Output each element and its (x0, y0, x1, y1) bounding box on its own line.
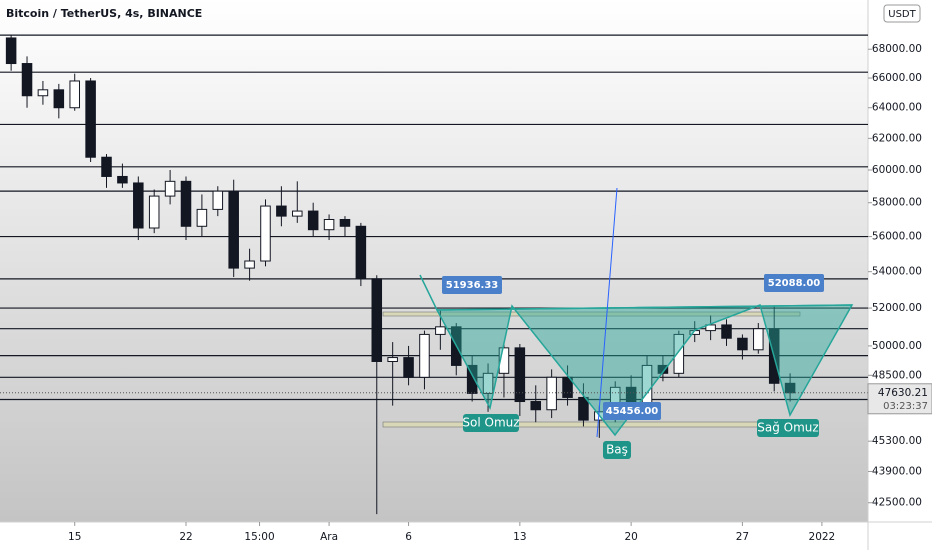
x-tick-label: 20 (624, 531, 637, 543)
candle-body (419, 333, 430, 378)
trend-line (596, 187, 618, 438)
candle-body (530, 401, 542, 411)
candle-body (578, 396, 589, 421)
candle-body (21, 63, 33, 97)
candle-body (307, 210, 319, 231)
candle-body (37, 89, 49, 97)
pattern-label: Sağ Omuz (757, 421, 818, 435)
candle-body (133, 182, 144, 229)
pattern-edge (419, 274, 438, 311)
y-tick-label: 56000.00 (872, 231, 922, 243)
candle-body (435, 326, 446, 335)
candle-body (482, 372, 494, 394)
currency: USDT (888, 9, 916, 20)
plot-background (0, 0, 868, 522)
candle-body (387, 357, 398, 362)
y-tick-label: 64000.00 (872, 102, 922, 114)
y-tick-label: 58000.00 (872, 197, 922, 209)
neckline (436, 304, 853, 311)
y-tick-label: 68000.00 (872, 43, 922, 55)
candle-body (323, 218, 335, 231)
candle-body (355, 225, 367, 280)
x-tick-label: 22 (179, 531, 192, 543)
candle-body (498, 347, 510, 374)
candle-body (466, 364, 478, 394)
pattern-label-box (757, 419, 819, 437)
price-annotation-box (603, 402, 661, 420)
candle-body (85, 80, 96, 158)
candle-body (721, 324, 732, 339)
y-tick-label: 60000.00 (872, 164, 922, 176)
candle-body (101, 156, 112, 177)
candle-body (212, 190, 224, 210)
candle-body (737, 337, 748, 351)
candle-body (244, 260, 255, 269)
pattern-label: Sol Omuz (462, 416, 519, 430)
candle-body (196, 208, 208, 227)
candle-body (180, 180, 192, 227)
x-tick-label: Ara (320, 531, 338, 543)
candle-body (673, 333, 685, 374)
zone-band (382, 421, 761, 428)
x-tick-label: 2022 (809, 531, 836, 543)
candle-body (5, 37, 17, 65)
candle-body (514, 347, 526, 403)
candle-body (403, 357, 414, 378)
head-shoulders-pattern (435, 304, 854, 437)
candle-body (53, 89, 65, 109)
candle-body (228, 190, 239, 269)
pattern-label-box (603, 441, 631, 459)
y-tick-label: 54000.00 (872, 266, 922, 278)
candle-body (148, 195, 160, 229)
y-tick-label: 52000.00 (872, 302, 922, 314)
price-annotation: 52088.00 (768, 278, 821, 289)
price-annotation: 45456.00 (606, 406, 659, 417)
candle-body (260, 205, 271, 262)
pattern-label: Baş (606, 443, 628, 457)
y-tick-label: 62000.00 (872, 132, 922, 144)
y-tick-label: 66000.00 (872, 72, 922, 84)
time-axis (0, 522, 868, 550)
candle-body (546, 376, 557, 411)
candle-body (69, 80, 80, 109)
price-annotation-box (764, 274, 824, 292)
x-tick-label: 6 (405, 531, 412, 543)
chart-title: Bitcoin / TetherUS, 4s, BINANCE (6, 7, 202, 20)
y-tick-label: 45300.00 (872, 435, 922, 447)
pattern-label-box (463, 414, 519, 432)
x-tick-label: 15:00 (244, 531, 274, 543)
x-tick-label: 13 (513, 531, 526, 543)
candle-body (164, 180, 176, 197)
x-tick-label: 27 (736, 531, 749, 543)
y-tick-label: 50000.00 (872, 340, 922, 352)
candle-body (117, 175, 128, 184)
x-tick-label: 15 (68, 531, 81, 543)
candle-body (562, 376, 573, 398)
y-tick-label: 48500.00 (872, 369, 922, 381)
candle-body (339, 218, 351, 227)
zone-band (382, 311, 801, 317)
candle-body (371, 278, 383, 362)
y-tick-label: 43900.00 (872, 465, 922, 477)
candle-body (784, 382, 796, 394)
current-price-box (867, 383, 932, 415)
price-annotation: 51936.33 (446, 280, 499, 291)
countdown: 03:23:37 (883, 401, 928, 412)
candle-body (753, 328, 764, 351)
candle-body (705, 324, 716, 332)
price-annotation-box (442, 276, 502, 294)
current-price: 47630.21 (878, 387, 928, 399)
price-axis (868, 0, 932, 550)
currency-box (883, 4, 921, 23)
candle-body (276, 205, 287, 217)
candle-body (292, 210, 303, 217)
y-tick-label: 42500.00 (872, 497, 922, 509)
